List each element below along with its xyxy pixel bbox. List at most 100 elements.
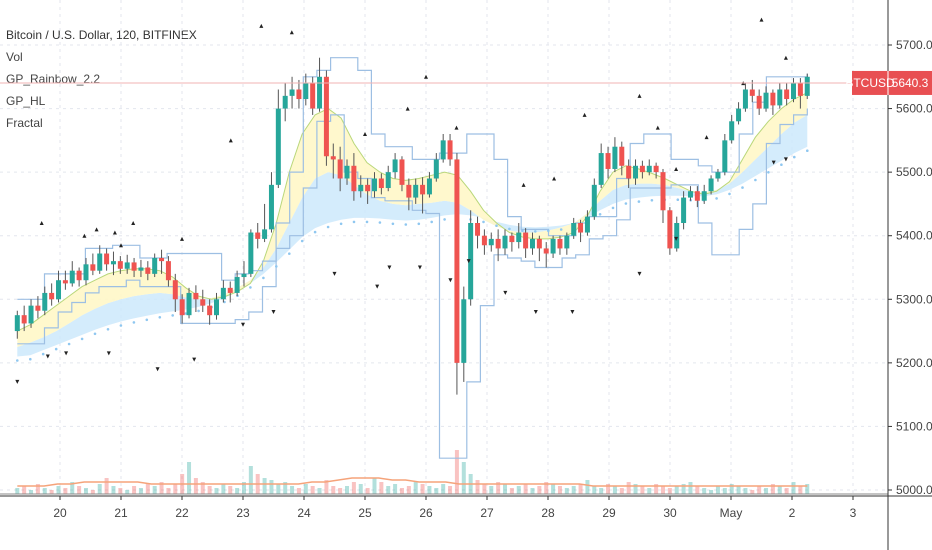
- fractal-down-mark: [155, 367, 160, 372]
- fractal-down-mark: [674, 236, 679, 241]
- candle-body: [667, 210, 673, 249]
- fractal-down-mark: [387, 265, 392, 270]
- fractal-dot: [521, 229, 524, 233]
- candle-body: [351, 165, 357, 192]
- fractal-dot: [598, 213, 602, 216]
- fractal-up-mark: [424, 74, 428, 79]
- legend-study-hl[interactable]: GP_HL: [6, 94, 46, 108]
- fractal-down-mark: [783, 157, 788, 162]
- fractal-up-mark: [783, 55, 788, 60]
- volume-ma-line: [17, 477, 808, 487]
- x-tick-label: 21: [114, 506, 128, 520]
- y-tick-label: 5100.0: [896, 419, 932, 433]
- x-tick-label: 26: [419, 506, 433, 520]
- candle-body: [179, 299, 185, 316]
- volume-bar: [276, 484, 281, 494]
- candle-body: [399, 159, 405, 185]
- volume-bar: [633, 484, 638, 494]
- x-tick-label: 2: [789, 506, 796, 520]
- candle-body: [454, 159, 460, 363]
- volume-bar: [241, 482, 246, 494]
- x-tick-label: 23: [236, 506, 250, 520]
- legend-symbol-title[interactable]: Bitcoin / U.S. Dollar, 120, BITFINEX: [6, 28, 197, 42]
- fractal-dot: [15, 359, 19, 362]
- fractal-down-mark: [771, 160, 776, 165]
- volume-bar: [338, 488, 343, 494]
- volume-bar: [681, 484, 686, 494]
- candle-body: [495, 238, 501, 249]
- fractal-dot: [624, 202, 628, 205]
- candle-body: [523, 232, 529, 249]
- volume-bar: [722, 488, 727, 494]
- fractal-dot: [158, 316, 162, 319]
- candle-body: [502, 235, 508, 249]
- volume-bar: [83, 488, 88, 494]
- x-tick-label: 20: [53, 506, 67, 520]
- price-tag-box: [852, 70, 932, 95]
- fractal-dot: [93, 332, 97, 336]
- volume-bar: [647, 488, 652, 494]
- fractal-dot: [41, 352, 45, 356]
- fractal-up-mark: [228, 138, 233, 143]
- candle-body: [516, 232, 522, 243]
- fractal-up-mark: [674, 166, 679, 171]
- candle-body: [378, 178, 384, 189]
- volume-bar: [578, 484, 583, 494]
- fractal-down-mark: [570, 310, 575, 314]
- candle-body: [117, 261, 123, 269]
- candle-body: [742, 89, 748, 109]
- volume-bar: [406, 486, 411, 494]
- fractal-down-mark: [466, 259, 471, 264]
- volume-bar: [750, 490, 755, 494]
- fractal-dot: [780, 163, 783, 166]
- legend-study-vol[interactable]: Vol: [6, 50, 23, 64]
- fractal-dot: [754, 178, 757, 182]
- x-tick-label: 29: [602, 506, 616, 520]
- volume-bar: [29, 490, 34, 494]
- fractal-dot: [54, 347, 58, 351]
- candle-body: [426, 178, 432, 195]
- volume-bar: [345, 486, 350, 494]
- candle-body: [804, 76, 810, 96]
- candle-body: [282, 95, 288, 109]
- fractal-dot: [676, 198, 680, 201]
- volume-bar: [448, 486, 453, 494]
- volume-bar: [592, 486, 597, 494]
- legend-study-fractal[interactable]: Fractal: [6, 116, 43, 130]
- fractal-up-mark: [405, 106, 410, 111]
- fractal-down-mark: [64, 351, 69, 356]
- volume-bar: [214, 488, 219, 494]
- volume-bar: [757, 486, 762, 494]
- price-tag-symbol: BTCUSD: [845, 76, 895, 90]
- candle-body: [571, 223, 577, 236]
- fractal-up-mark: [655, 125, 660, 130]
- volume-bar: [97, 484, 102, 494]
- volume-bar: [654, 484, 659, 494]
- volume-bar: [49, 490, 54, 494]
- volume-bar: [358, 484, 363, 494]
- volume-bar: [667, 488, 672, 494]
- candle-body: [104, 253, 110, 265]
- fractal-dot: [391, 222, 395, 226]
- candle-body: [461, 299, 467, 363]
- candle-body: [165, 261, 171, 281]
- candle-body: [241, 273, 247, 278]
- candle-body: [433, 159, 439, 179]
- fractal-dot: [443, 218, 446, 221]
- volume-bar: [324, 480, 329, 494]
- volume-bar: [393, 484, 398, 494]
- volume-bar: [269, 480, 274, 494]
- candle-body: [159, 257, 165, 262]
- fractal-dot: [430, 220, 434, 224]
- fractal-down-mark: [106, 351, 111, 356]
- candle-body: [42, 292, 48, 311]
- volume-bar: [331, 486, 336, 494]
- fractal-down-mark: [533, 310, 538, 314]
- x-tick-label: 27: [480, 506, 494, 520]
- candle-body: [529, 238, 535, 249]
- candle-body: [447, 140, 453, 160]
- candle-body: [186, 292, 192, 316]
